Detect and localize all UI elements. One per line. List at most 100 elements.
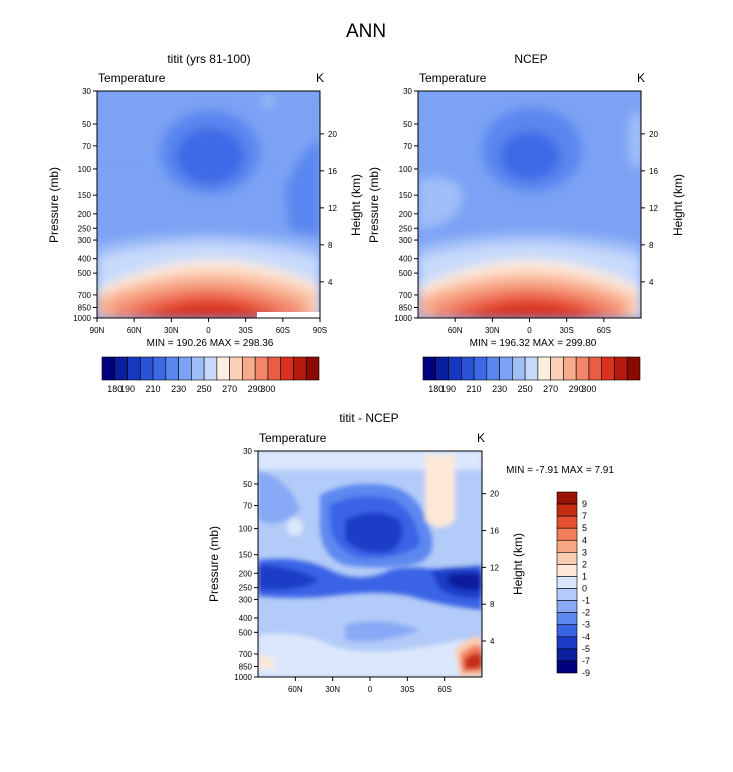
colorbar-swatch xyxy=(139,356,154,381)
x-tick-label: 90N xyxy=(90,326,105,335)
y-tick-label: 150 xyxy=(239,551,253,560)
colorbar-swatch xyxy=(435,356,449,381)
y-tick-label: 200 xyxy=(399,210,413,219)
contour-field xyxy=(418,91,641,318)
panel-title: titit (yrs 81-100) xyxy=(167,52,250,66)
colorbar-label: 230 xyxy=(492,384,507,394)
y-tick-label: 100 xyxy=(239,525,253,534)
y2-tick-label: 4 xyxy=(328,278,333,287)
x-tick-label: 30N xyxy=(164,326,179,335)
colorbar-label: 5 xyxy=(582,523,587,533)
colorbar-label: 4 xyxy=(582,535,587,545)
x-tick-label: 0 xyxy=(368,685,373,694)
x-tick-label: 90S xyxy=(313,326,327,335)
colorbar-swatch xyxy=(556,539,578,553)
colorbar-swatch xyxy=(101,356,116,381)
x-tick-label: 30S xyxy=(239,326,253,335)
y2-axis-label: Height (km) xyxy=(349,174,363,236)
colorbar-label: 290 xyxy=(569,384,584,394)
colorbar-swatch xyxy=(537,356,551,381)
y-tick-label: 150 xyxy=(399,191,413,200)
colorbar-label: 270 xyxy=(543,384,558,394)
colorbar-swatch xyxy=(556,552,578,565)
y-tick-label: 50 xyxy=(243,480,252,489)
colorbar-label: 210 xyxy=(146,384,161,394)
y-axis-label: Pressure (mb) xyxy=(47,167,61,243)
y-tick-label: 700 xyxy=(399,291,413,300)
colorbar-label: 270 xyxy=(222,384,237,394)
min-max-label: MIN = 196.32 MAX = 299.80 xyxy=(470,338,597,349)
colorbar-label: 250 xyxy=(518,384,533,394)
y2-tick-label: 16 xyxy=(649,167,658,176)
colorbar-swatch xyxy=(626,356,641,381)
colorbar-swatch xyxy=(499,356,513,381)
y-tick-label: 400 xyxy=(239,614,253,623)
panel-title: NCEP xyxy=(514,52,547,66)
y-tick-label: 30 xyxy=(82,87,91,96)
colorbar-swatch xyxy=(280,356,294,381)
colorbar-label: -2 xyxy=(582,608,590,618)
colorbar-swatch xyxy=(556,588,578,601)
y-axis-pressure: 30 50 70 100 150 200 250 300 400 500 700 850 1000 xyxy=(73,87,97,323)
y2-tick-label: 8 xyxy=(649,241,654,250)
y-tick-label: 300 xyxy=(399,236,413,245)
colorbar-swatch xyxy=(460,356,475,381)
colorbar-swatch xyxy=(127,356,141,381)
x-tick-label: 60S xyxy=(597,326,611,335)
colorbar-label: 180 xyxy=(107,384,122,394)
y-tick-label: 100 xyxy=(78,165,92,174)
colorbar-swatch xyxy=(556,515,578,529)
y-tick-label: 400 xyxy=(399,255,413,264)
y-tick-label: 30 xyxy=(243,447,252,456)
panel-diff: titit - NCEP Temperature K xyxy=(207,411,614,694)
y2-tick-label: 12 xyxy=(490,563,499,572)
y-tick-label: 150 xyxy=(78,191,92,200)
colorbar-label: -3 xyxy=(582,620,590,630)
colorbar-label: 290 xyxy=(248,384,263,394)
y2-tick-label: 20 xyxy=(649,130,658,139)
x-tick-label: 60S xyxy=(276,326,290,335)
colorbar-swatch xyxy=(556,612,578,626)
colorbar-swatch xyxy=(114,356,128,381)
panel-left-label: Temperature xyxy=(259,431,327,445)
y-tick-label: 700 xyxy=(78,291,92,300)
colorbar-swatch xyxy=(563,356,577,381)
colorbar-label: 230 xyxy=(171,384,186,394)
y-tick-label: 300 xyxy=(78,236,92,245)
colorbar-label: 2 xyxy=(582,559,587,569)
y-tick-label: 500 xyxy=(399,269,413,278)
colorbar-swatch xyxy=(293,356,307,381)
colorbar-swatch xyxy=(178,356,192,381)
colorbar-label: 210 xyxy=(467,384,482,394)
colorbar-swatch xyxy=(448,356,462,381)
colorbar-label: -5 xyxy=(582,644,590,654)
colorbar-swatch xyxy=(556,660,578,674)
y-tick-label: 500 xyxy=(78,269,92,278)
y-axis-height: 20 16 12 8 4 xyxy=(320,130,337,287)
figure-title: ANN xyxy=(346,21,386,42)
y-tick-label: 850 xyxy=(399,303,413,312)
colorbar-swatch xyxy=(422,356,437,381)
x-tick-label: 30N xyxy=(485,326,500,335)
colorbar-swatch xyxy=(305,356,320,381)
y-tick-label: 1000 xyxy=(234,673,252,682)
colorbar-label: -1 xyxy=(582,596,590,606)
y-tick-label: 850 xyxy=(78,303,92,312)
y-tick-label: 1000 xyxy=(73,314,91,323)
colorbar-swatch xyxy=(556,636,578,650)
colorbar-swatch xyxy=(165,356,179,381)
x-tick-label: 60N xyxy=(127,326,142,335)
y-tick-label: 70 xyxy=(82,142,91,151)
colorbar-swatch xyxy=(556,600,578,613)
x-tick-label: 30S xyxy=(400,685,414,694)
colorbar-swatch xyxy=(614,356,628,381)
y-tick-label: 250 xyxy=(78,224,92,233)
colorbar-label: 9 xyxy=(582,499,587,509)
colorbar-label: 0 xyxy=(582,584,587,594)
y2-tick-label: 4 xyxy=(490,637,495,646)
colorbar-swatch xyxy=(556,503,578,517)
y-tick-label: 70 xyxy=(243,502,252,511)
